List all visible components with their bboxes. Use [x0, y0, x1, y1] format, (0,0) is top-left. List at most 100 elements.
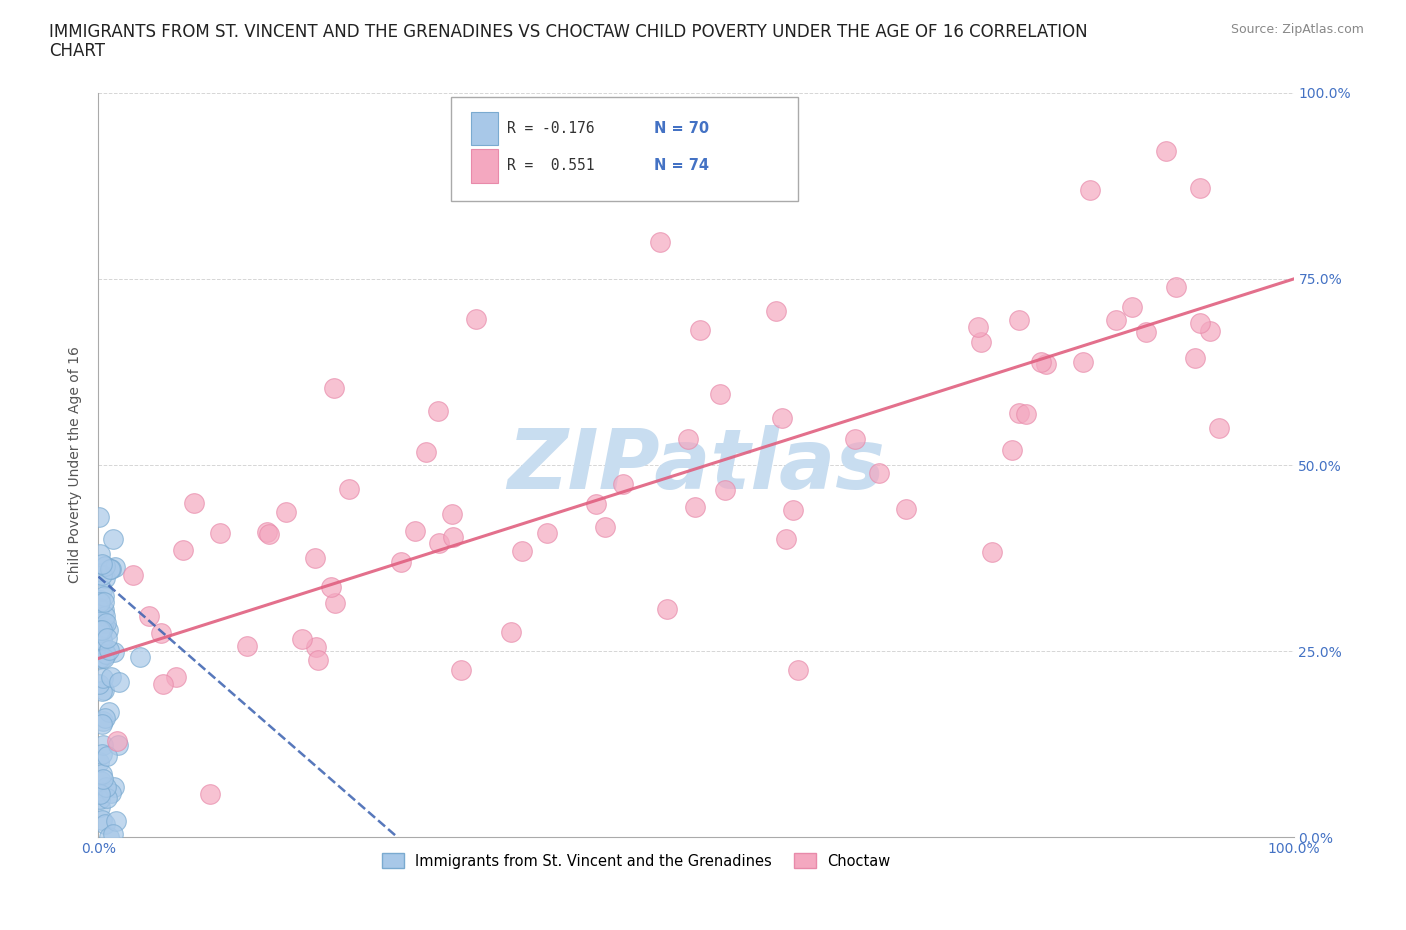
Point	[1031, 354, 1053, 369]
Point	[94, 558, 117, 573]
Point	[981, 545, 1004, 560]
Point	[648, 234, 672, 249]
Point	[87, 601, 110, 616]
Point	[98, 561, 121, 576]
Point	[89, 787, 111, 802]
Point	[844, 432, 866, 446]
Point	[90, 684, 112, 698]
Point	[104, 560, 127, 575]
Point	[450, 662, 472, 677]
Point	[786, 663, 808, 678]
Point	[103, 780, 125, 795]
Bar	[471, 149, 498, 182]
Text: CHART: CHART	[49, 42, 105, 60]
Point	[89, 792, 111, 807]
Bar	[471, 112, 498, 145]
Point	[683, 499, 706, 514]
Point	[501, 624, 523, 639]
Point	[1184, 350, 1206, 365]
Point	[91, 671, 114, 685]
Point	[93, 614, 115, 629]
Point	[89, 547, 111, 562]
Point	[91, 713, 114, 728]
Point	[87, 784, 110, 799]
Point	[307, 653, 329, 668]
Point	[89, 595, 111, 610]
Point	[209, 525, 232, 540]
Point	[87, 676, 110, 691]
Point	[93, 642, 115, 657]
Point	[93, 682, 115, 697]
Point	[1135, 326, 1157, 340]
Point	[89, 638, 111, 653]
Point	[291, 631, 314, 646]
Point	[1035, 357, 1057, 372]
Point	[96, 749, 118, 764]
Point	[100, 670, 122, 684]
Point	[441, 507, 464, 522]
Point	[172, 542, 194, 557]
Point	[96, 791, 118, 806]
Point	[1080, 182, 1102, 197]
Point	[1199, 324, 1222, 339]
Point	[150, 626, 173, 641]
Point	[183, 496, 205, 511]
Point	[612, 476, 634, 491]
Point	[585, 497, 607, 512]
Point	[415, 445, 437, 459]
Point	[122, 567, 145, 582]
Point	[93, 817, 115, 831]
Point	[96, 631, 118, 645]
Point	[105, 734, 128, 749]
Point	[536, 525, 558, 540]
Point	[100, 786, 122, 801]
Point	[100, 562, 122, 577]
Point	[506, 182, 529, 197]
Point	[770, 411, 793, 426]
Point	[713, 483, 735, 498]
Point	[91, 556, 114, 571]
Point	[1015, 407, 1038, 422]
Point	[93, 603, 115, 618]
Point	[104, 814, 127, 829]
Point	[1166, 279, 1188, 294]
Point	[94, 609, 117, 624]
Point	[165, 670, 187, 684]
Point	[91, 812, 114, 827]
Point	[782, 503, 804, 518]
Point	[305, 640, 328, 655]
Y-axis label: Child Poverty Under the Age of 16: Child Poverty Under the Age of 16	[69, 347, 83, 583]
Point	[89, 800, 111, 815]
Point	[93, 589, 115, 604]
Point	[90, 774, 112, 789]
Point	[655, 602, 678, 617]
Point	[89, 510, 111, 525]
Point	[337, 482, 360, 497]
Point	[97, 704, 120, 719]
Point	[90, 622, 112, 637]
Point	[107, 737, 129, 752]
Point	[236, 639, 259, 654]
Point	[1188, 316, 1211, 331]
Point	[1000, 443, 1022, 458]
Point	[1154, 144, 1177, 159]
Point	[1073, 355, 1095, 370]
Point	[90, 650, 112, 665]
Point	[91, 771, 114, 786]
Point	[426, 404, 449, 418]
Point	[464, 312, 486, 326]
Point	[89, 592, 111, 607]
Point	[257, 526, 280, 541]
Point	[91, 632, 114, 647]
Point	[1188, 180, 1211, 195]
Point	[87, 625, 110, 640]
Text: N = 74: N = 74	[654, 158, 709, 173]
Point	[676, 432, 699, 446]
Point	[765, 304, 787, 319]
Point	[91, 620, 114, 635]
Point	[441, 530, 464, 545]
Point	[89, 601, 111, 616]
Text: R = -0.176: R = -0.176	[508, 121, 595, 136]
Point	[89, 754, 111, 769]
Point	[91, 567, 114, 582]
